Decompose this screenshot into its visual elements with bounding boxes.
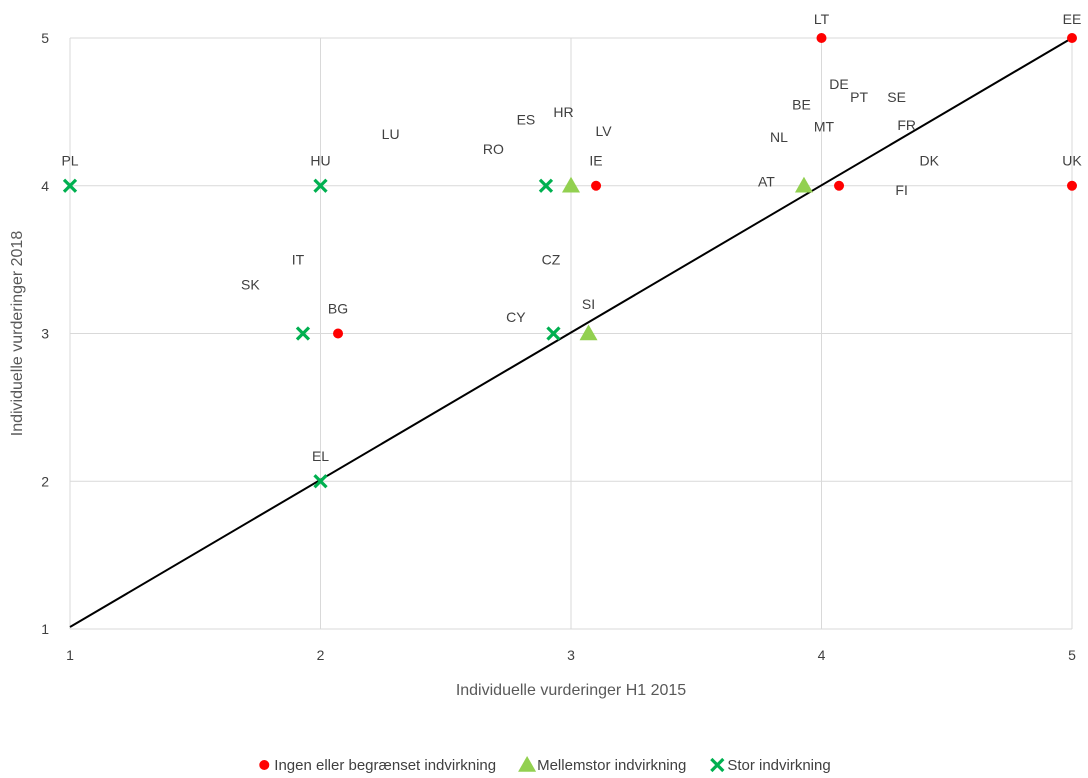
y-tick-label: 2: [41, 473, 49, 489]
country-label-be: BE: [792, 96, 811, 112]
data-point-x: [313, 178, 328, 193]
country-label-pt: PT: [850, 89, 868, 105]
country-label-it: IT: [292, 252, 305, 268]
country-label-hu: HU: [310, 153, 330, 169]
data-point-x: [62, 178, 78, 193]
country-label-ee: EE: [1063, 11, 1082, 27]
country-label-cy: CY: [506, 309, 526, 325]
y-tick-label: 3: [41, 326, 49, 342]
data-point-circle: [1067, 33, 1077, 43]
x-tick-label: 5: [1068, 647, 1076, 663]
country-label-uk: UK: [1062, 153, 1082, 169]
x-tick-label: 4: [818, 647, 826, 663]
country-label-si: SI: [582, 296, 595, 312]
legend-item: Stor indvirkning: [710, 757, 831, 774]
x-tick-label: 3: [567, 647, 575, 663]
country-label-lt: LT: [814, 11, 830, 27]
country-label-es: ES: [517, 111, 536, 127]
x-tick-label: 1: [66, 647, 74, 663]
data-point-circle: [591, 180, 602, 191]
legend-symbol-circle: [259, 760, 270, 770]
country-label-lv: LV: [596, 123, 613, 139]
country-label-hr: HR: [553, 104, 573, 120]
y-tick-label: 5: [41, 30, 49, 46]
country-label-fr: FR: [897, 117, 916, 133]
country-label-at: AT: [758, 173, 775, 189]
country-label-cz: CZ: [542, 252, 561, 268]
data-points: [62, 33, 1077, 489]
country-label-de: DE: [829, 76, 848, 92]
country-label-lu: LU: [382, 126, 400, 142]
country-label-se: SE: [887, 89, 906, 105]
legend-item: Ingen eller begrænset indvirkning: [259, 757, 496, 774]
data-point-circle: [816, 33, 827, 43]
data-point-x: [295, 326, 311, 341]
country-label-pl: PL: [61, 153, 78, 169]
data-point-circle: [834, 180, 845, 191]
legend-symbol-x: [710, 757, 725, 773]
data-point-triangle: [579, 324, 598, 341]
legend-symbol-triangle: [518, 756, 537, 772]
data-point-x: [546, 326, 561, 341]
reference-line: [69, 37, 1073, 628]
country-label-dk: DK: [919, 153, 939, 169]
country-label-mt: MT: [814, 119, 835, 135]
y-tick-label: 4: [41, 178, 49, 194]
data-point-x: [538, 178, 554, 193]
legend-label: Ingen eller begrænset indvirkning: [274, 757, 496, 774]
country-label-sk: SK: [241, 277, 260, 293]
legend-item: Mellemstor indvirkning: [518, 756, 686, 774]
country-label-ro: RO: [483, 141, 504, 157]
x-axis-title: Individuelle vurderinger H1 2015: [456, 682, 686, 699]
legend: Ingen eller begrænset indvirkning Mellems…: [259, 756, 831, 774]
tick-labels: 1 2 3 4 5 1 2 3 4 5: [41, 30, 1076, 663]
country-label-fi: FI: [895, 182, 907, 198]
country-label-bg: BG: [328, 300, 348, 316]
y-axis-title: Individuelle vurderinger 2018: [9, 231, 26, 437]
data-point-circle: [333, 328, 344, 339]
data-point-triangle: [794, 176, 813, 193]
country-label-nl: NL: [770, 129, 788, 145]
data-point-circle: [1067, 180, 1077, 191]
legend-label: Mellemstor indvirkning: [537, 757, 686, 774]
data-point-x: [313, 474, 328, 489]
data-point-triangle: [562, 176, 580, 193]
country-label-ie: IE: [589, 153, 602, 169]
country-label-el: EL: [312, 448, 329, 464]
y-tick-label: 1: [41, 621, 49, 637]
diagonal-reference-line: [69, 37, 1073, 628]
x-tick-label: 2: [317, 647, 325, 663]
legend-label: Stor indvirkning: [727, 757, 830, 774]
